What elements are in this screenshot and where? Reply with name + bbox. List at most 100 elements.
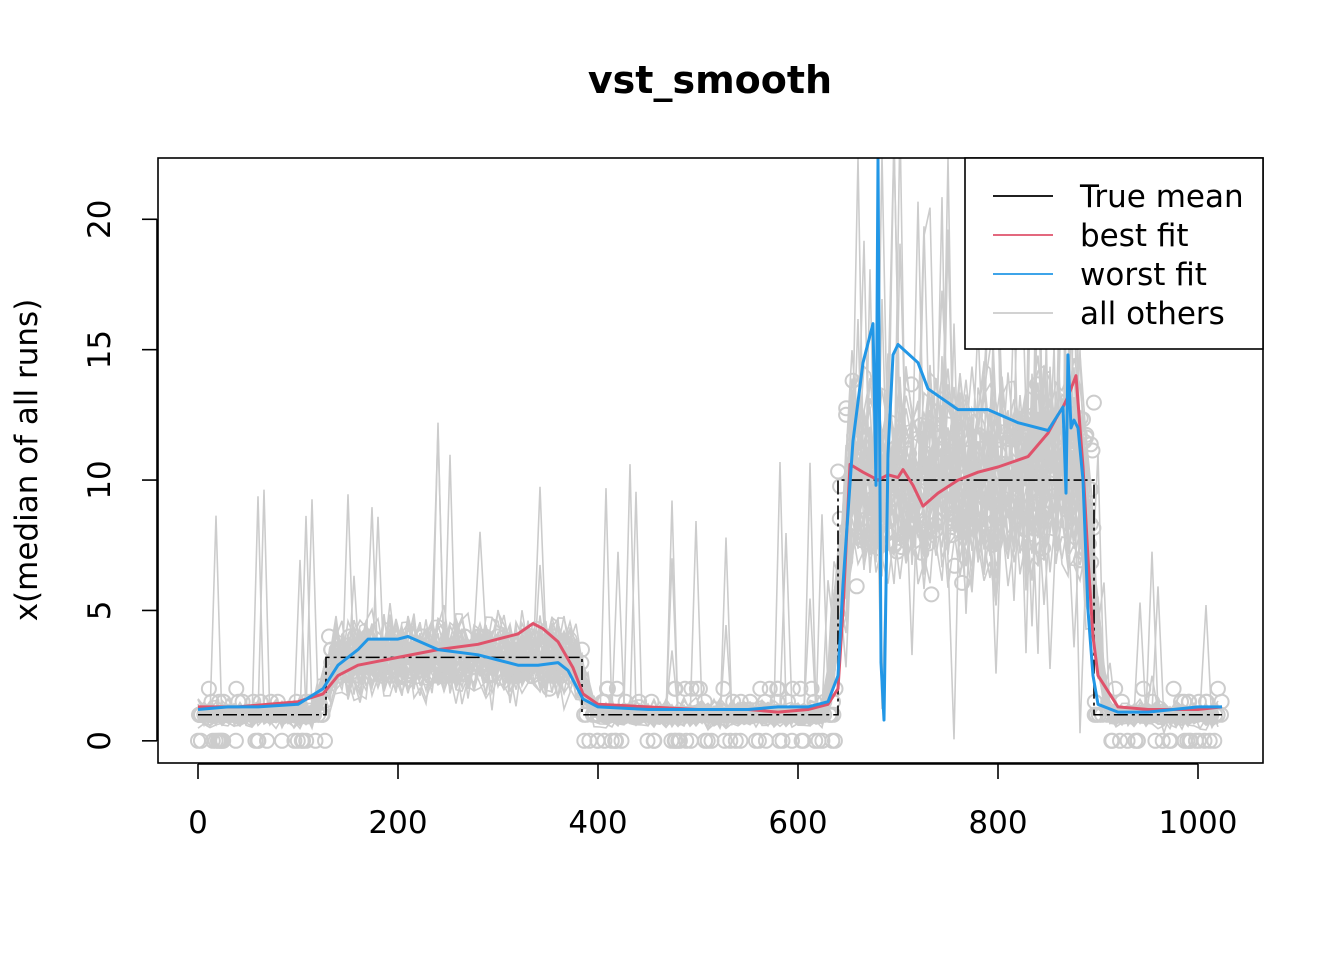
other-run-point [1041,475,1058,492]
other-run-point [539,667,556,684]
other-run-point [770,680,787,697]
other-run-point [1001,464,1018,480]
other-run-point [991,431,1008,448]
other-run-point [1084,442,1101,459]
other-run-point [954,574,971,591]
other-run-point [1017,521,1034,538]
other-run-point [676,680,693,697]
plot-frame [157,157,1264,764]
other-run-point [608,732,624,749]
x-tick-label: 400 [568,805,627,841]
chart-title: vst_smooth [588,58,832,102]
other-run-point [951,514,968,531]
other-run-point [971,427,988,444]
other-run-point [854,532,871,549]
other-run-point [450,654,467,671]
other-run-point [810,732,827,749]
other-run-point [891,445,908,462]
other-run-point [832,478,849,495]
other-run-point [962,476,979,493]
other-run-point [1024,453,1041,470]
other-run-point [869,540,886,556]
other-run-point [722,732,739,749]
other-run-point [1179,732,1196,749]
other-run-point [727,732,744,749]
other-run-point [909,483,926,500]
other-run-line [197,179,1219,728]
other-run-point [317,732,333,749]
other-run-point [683,680,700,697]
other-run-point [919,522,936,539]
other-run-point [1029,376,1046,393]
legend-label: True mean [1079,179,1244,215]
other-run-point [259,732,275,749]
other-run-point [286,732,303,749]
other-run-point [893,539,910,556]
other-run-point [855,446,872,463]
other-run-point [984,536,1001,553]
other-run-point [1001,431,1017,448]
other-run-point [1029,520,1046,537]
other-run-point [792,680,809,697]
other-run-point [1162,732,1179,749]
other-run-point [921,435,938,452]
other-run-point [937,493,954,510]
other-run-point [671,732,688,749]
other-run-point [752,680,769,697]
other-run-point [392,667,409,684]
y-axis: 0 5 10 15 20 [82,200,158,751]
other-run-point [666,680,683,697]
other-run-point [732,732,749,749]
other-run-point [983,515,999,532]
worst-fit-line [197,158,1222,722]
other-run-point [1031,505,1048,522]
other-run-point [715,680,732,697]
other-run-point [1135,680,1152,697]
other-run-point [1054,453,1071,470]
other-run-point [950,418,967,435]
x-tick-label: 200 [368,805,427,841]
other-run-point [1165,680,1182,697]
other-run-point [1154,732,1171,749]
other-run-point [359,628,376,645]
other-run-point [1147,732,1164,749]
other-run-point [608,680,625,697]
other-run-point [521,641,538,658]
other-run-point [574,641,590,658]
legend-label: worst fit [1080,257,1207,293]
other-run-point [838,400,855,417]
other-run-point [596,732,613,749]
other-run-point [1063,494,1080,510]
other-run-point [402,667,419,684]
other-run-point [950,491,967,508]
other-run-point [321,628,337,645]
other-run-point [228,680,245,697]
other-run-point [1209,680,1226,697]
legend-label: best fit [1080,218,1189,254]
other-run-point [990,483,1007,500]
other-run-point [1112,732,1128,749]
y-tick-label: 0 [82,731,118,751]
other-run-point [639,732,656,749]
other-run-point [960,444,977,461]
other-run-point [314,706,331,723]
other-run-point [682,732,699,749]
x-tick-label: 600 [768,805,827,841]
other-run-point [876,501,893,518]
other-run-point [1023,508,1040,525]
other-run-point [971,501,988,518]
other-run-point [613,732,630,749]
other-run-point [678,732,695,749]
other-run-point [1018,470,1035,487]
other-run-point [530,641,547,658]
other-run-point [1085,394,1102,411]
x-axis: 0 200 400 600 800 1000 [188,763,1237,841]
other-run-point [347,667,364,684]
other-run-point [747,732,764,749]
other-run-point [988,511,1004,528]
legend-box [964,157,1264,350]
other-run-point [545,628,562,645]
other-run-point [932,391,949,408]
